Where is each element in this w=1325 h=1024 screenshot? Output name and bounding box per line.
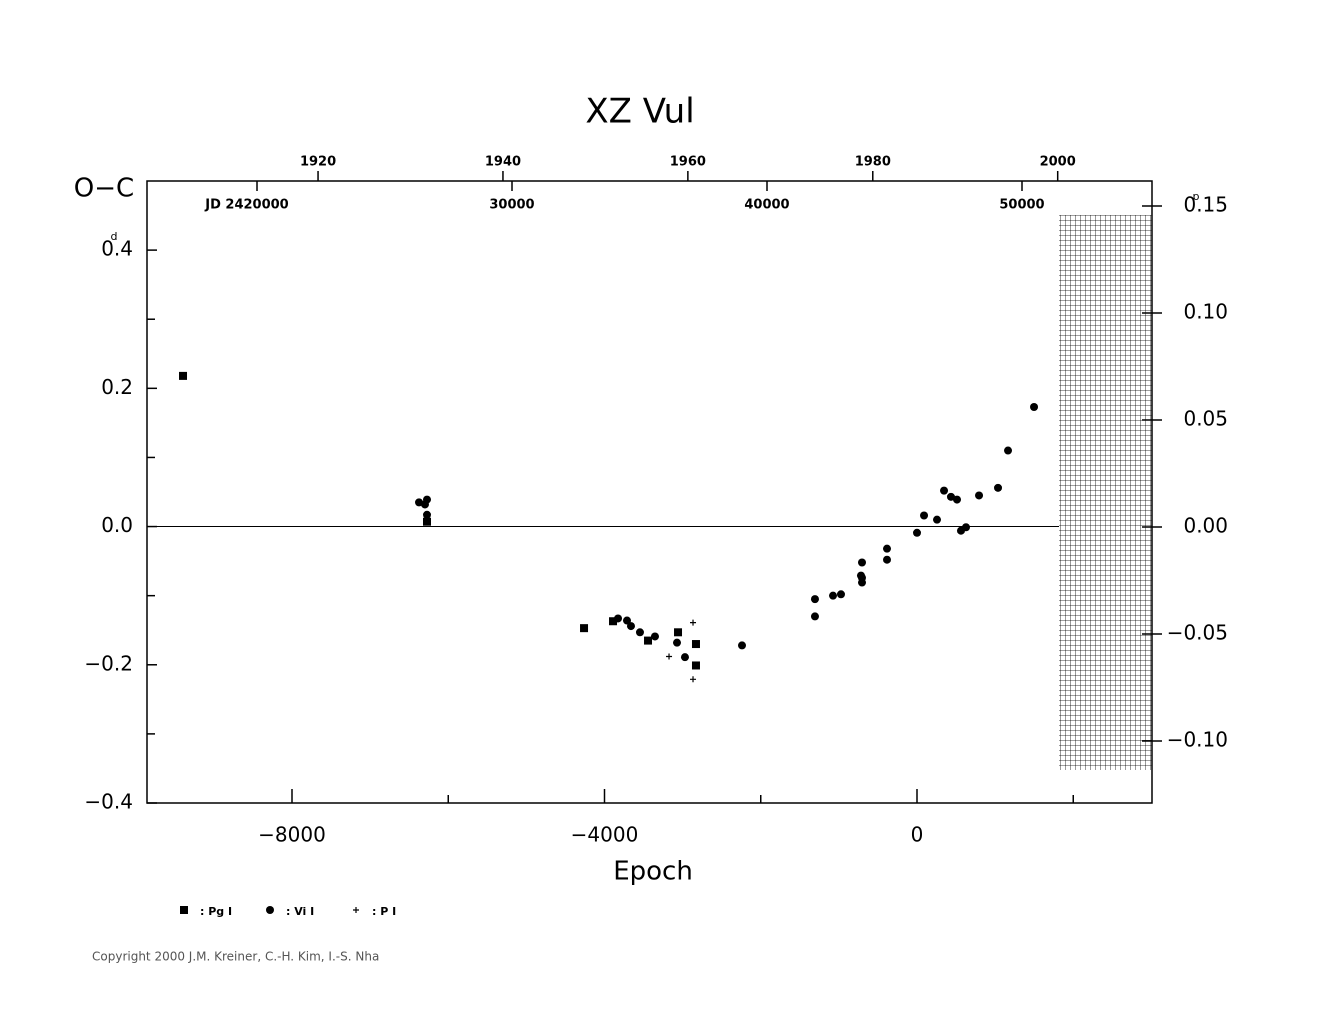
jd-tick-label: 30000 [489,198,534,213]
legend-label: : Pg I [200,905,232,918]
point [609,617,618,626]
jd-tick-label: 40000 [744,198,789,213]
y2-tick-label: 0.10 [1183,300,1228,324]
year-tick-label: 1980 [855,155,891,170]
point [946,492,955,501]
year-tick-label: 1960 [670,155,706,170]
future-hatch [1059,215,1152,770]
plot-frame [146,180,1153,804]
point [913,528,921,537]
point [673,638,681,647]
x-tick-label: 0 [911,823,924,847]
x-tick-label: −4000 [571,823,639,847]
point [691,661,700,670]
point [690,619,697,626]
point [883,544,891,553]
point [933,515,941,524]
point [179,371,188,380]
legend-marker [353,907,359,913]
point [423,510,431,519]
point [623,616,631,625]
point [691,640,700,649]
legend-label: : P I [372,905,396,918]
point [1030,402,1039,411]
point [810,595,819,604]
x-axis-label: Epoch [613,857,693,887]
point [810,612,819,621]
point [953,495,961,504]
y2-tick-label: 0.00 [1183,513,1228,537]
point [423,495,431,504]
point [614,614,623,623]
y-tick-label: 0.2 [101,375,133,399]
legend-label: : Vi I [286,905,314,918]
point [644,636,653,645]
point [738,641,746,650]
y-unit: d [111,230,118,243]
jd-tick-label: 50000 [999,198,1044,213]
point [423,517,431,526]
year-tick-label: 1940 [485,155,521,170]
point [674,628,683,637]
point [626,622,635,631]
year-tick-label: 2000 [1040,155,1076,170]
y2-tick-label: −0.05 [1167,620,1228,644]
point [1004,446,1013,455]
chart-title: XZ Vul [585,92,694,132]
point [940,486,949,495]
point [975,491,984,500]
y2-tick-label: −0.10 [1167,727,1228,751]
y-axis-label: O−C [74,174,134,204]
point [635,628,644,637]
legend-marker [266,906,274,914]
point [680,653,689,662]
jd-tick-label: JD 2420000 [204,198,288,213]
y-tick-label: 0.4 [101,237,133,261]
point [666,653,673,660]
point [829,591,838,600]
copyright: Copyright 2000 J.M. Kreiner, C.-H. Kim, … [92,950,379,964]
point [858,558,866,567]
y-tick-label: −0.2 [84,651,133,675]
legend-marker [180,906,188,914]
point [650,632,659,641]
y2-tick-label: 0.15 [1183,193,1228,217]
point [580,624,589,633]
x-tick-label: −8000 [258,823,326,847]
point [836,590,845,599]
point [994,483,1003,492]
point [920,511,929,520]
y2-unit: p [1193,190,1200,203]
point [858,578,866,587]
y-tick-label: 0.0 [101,513,133,537]
point [690,676,697,683]
point [883,555,891,564]
y2-tick-label: 0.05 [1183,407,1228,431]
year-tick-label: 1920 [300,155,336,170]
y-tick-label: −0.4 [84,790,133,814]
point [961,523,970,532]
